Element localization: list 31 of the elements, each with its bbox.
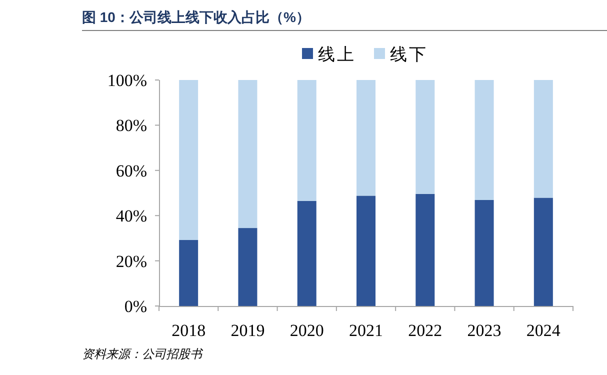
bar <box>356 196 376 306</box>
y-tick-label: 20% <box>116 252 147 271</box>
x-tick-label: 2022 <box>408 321 442 340</box>
x-tick-label: 2024 <box>526 321 561 340</box>
y-tick-label: 100% <box>107 71 147 90</box>
y-tick-label: 0% <box>124 297 147 316</box>
bar <box>534 198 553 306</box>
bar <box>238 228 258 306</box>
x-tick-label: 2020 <box>290 321 324 340</box>
legend-label: 线下 <box>390 45 428 64</box>
bar <box>474 200 494 306</box>
x-tick-label: 2019 <box>230 321 265 340</box>
y-tick-label: 40% <box>116 206 147 226</box>
x-tick-label: 2021 <box>349 321 383 340</box>
chart-title: 图 10：公司线上线下收入占比（%） <box>82 9 310 25</box>
bar <box>238 80 258 228</box>
bar <box>179 240 198 306</box>
bar <box>474 80 494 200</box>
bar <box>356 80 376 196</box>
bar <box>416 194 435 306</box>
x-tick-label: 2023 <box>467 321 502 340</box>
bar <box>534 80 553 198</box>
bar <box>416 80 435 194</box>
legend-label: 线上 <box>318 45 356 64</box>
bar <box>297 200 316 306</box>
x-tick-label: 2018 <box>172 321 206 340</box>
text: 资料来源：公司招股书 <box>82 347 204 361</box>
y-tick-label: 60% <box>116 161 147 180</box>
bar <box>179 80 198 240</box>
bar <box>297 80 316 201</box>
y-tick-label: 80% <box>116 116 147 136</box>
